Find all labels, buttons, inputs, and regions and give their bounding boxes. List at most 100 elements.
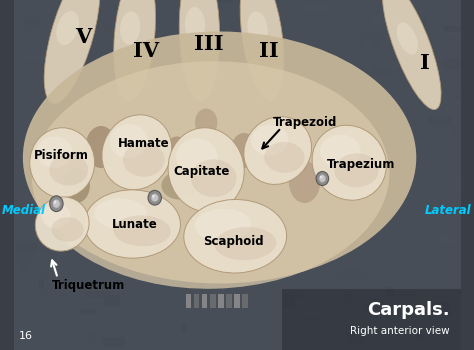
Ellipse shape [231, 133, 257, 168]
Bar [62, 26, 72, 29]
Bar [452, 126, 458, 136]
Bar [86, 164, 94, 175]
Bar [304, 317, 318, 321]
Bar [363, 185, 380, 189]
Bar [415, 335, 425, 340]
Bar [246, 229, 268, 239]
Ellipse shape [251, 125, 288, 156]
Ellipse shape [320, 134, 361, 168]
Bar [79, 309, 96, 314]
Text: V: V [75, 27, 91, 47]
Ellipse shape [120, 12, 140, 44]
Bar [27, 199, 52, 210]
Ellipse shape [56, 11, 79, 45]
Bar [426, 288, 437, 292]
Ellipse shape [52, 217, 83, 241]
Bar [306, 5, 333, 10]
Bar [285, 57, 295, 70]
Bar [39, 247, 51, 252]
Bar [455, 180, 474, 187]
Bar [353, 88, 367, 98]
Bar [123, 45, 142, 55]
Bar [170, 42, 181, 51]
Bar [133, 294, 148, 301]
Bar [218, 294, 224, 308]
Ellipse shape [23, 32, 416, 284]
Bar [395, 262, 401, 268]
Bar [385, 287, 394, 296]
Bar [219, 66, 237, 76]
Bar [244, 256, 270, 260]
Ellipse shape [44, 0, 100, 104]
Bar [438, 23, 453, 29]
Bar [328, 117, 347, 123]
Ellipse shape [151, 194, 158, 202]
Ellipse shape [109, 124, 148, 158]
Bar [102, 28, 122, 31]
Ellipse shape [36, 136, 72, 168]
Ellipse shape [148, 190, 162, 205]
Bar [354, 67, 362, 75]
Bar [24, 56, 48, 61]
Ellipse shape [41, 204, 71, 228]
Bar [209, 0, 233, 3]
Bar [373, 66, 392, 77]
Bar [52, 142, 74, 156]
Bar [102, 228, 124, 241]
Bar [181, 323, 187, 333]
Bar [282, 289, 461, 350]
Bar [230, 72, 253, 81]
Text: Scaphoid: Scaphoid [203, 235, 263, 248]
Bar [224, 284, 232, 297]
Bar [264, 236, 269, 244]
Bar [145, 170, 162, 178]
Ellipse shape [179, 0, 219, 102]
Text: Trapezium: Trapezium [327, 158, 395, 171]
Bar [360, 35, 381, 47]
Text: 16: 16 [19, 331, 33, 341]
Bar [448, 33, 470, 37]
Ellipse shape [320, 176, 322, 178]
Ellipse shape [335, 153, 379, 187]
Bar [259, 192, 278, 199]
Bar [228, 73, 252, 84]
Ellipse shape [50, 196, 63, 211]
Ellipse shape [289, 161, 320, 203]
Text: Pisiform: Pisiform [34, 149, 89, 162]
Bar [365, 332, 372, 344]
Ellipse shape [123, 143, 164, 177]
Bar [214, 201, 220, 212]
Ellipse shape [176, 138, 218, 176]
Bar [190, 226, 206, 239]
Text: Right anterior view: Right anterior view [350, 326, 450, 336]
Bar [18, 272, 35, 277]
Bar [261, 14, 283, 22]
Bar [40, 215, 56, 222]
Ellipse shape [152, 195, 155, 198]
Bar [178, 225, 191, 236]
Bar [25, 19, 39, 26]
Bar [335, 189, 345, 193]
Text: Carpals.: Carpals. [367, 301, 450, 319]
Bar [20, 259, 27, 270]
Bar [89, 331, 95, 342]
Bar [104, 295, 120, 306]
Ellipse shape [162, 172, 197, 200]
Text: Medial: Medial [2, 203, 46, 217]
Ellipse shape [164, 136, 191, 172]
Bar [443, 58, 460, 70]
Bar [103, 337, 125, 348]
Ellipse shape [49, 154, 88, 186]
Ellipse shape [185, 7, 205, 42]
Bar [127, 134, 134, 143]
Bar [416, 76, 426, 83]
Ellipse shape [195, 108, 217, 136]
Bar [242, 294, 248, 308]
Bar [39, 279, 45, 289]
Bar [388, 0, 405, 4]
Bar [386, 62, 399, 68]
Bar [155, 53, 170, 57]
Ellipse shape [54, 201, 56, 204]
Bar [68, 141, 88, 144]
Bar [428, 117, 451, 125]
